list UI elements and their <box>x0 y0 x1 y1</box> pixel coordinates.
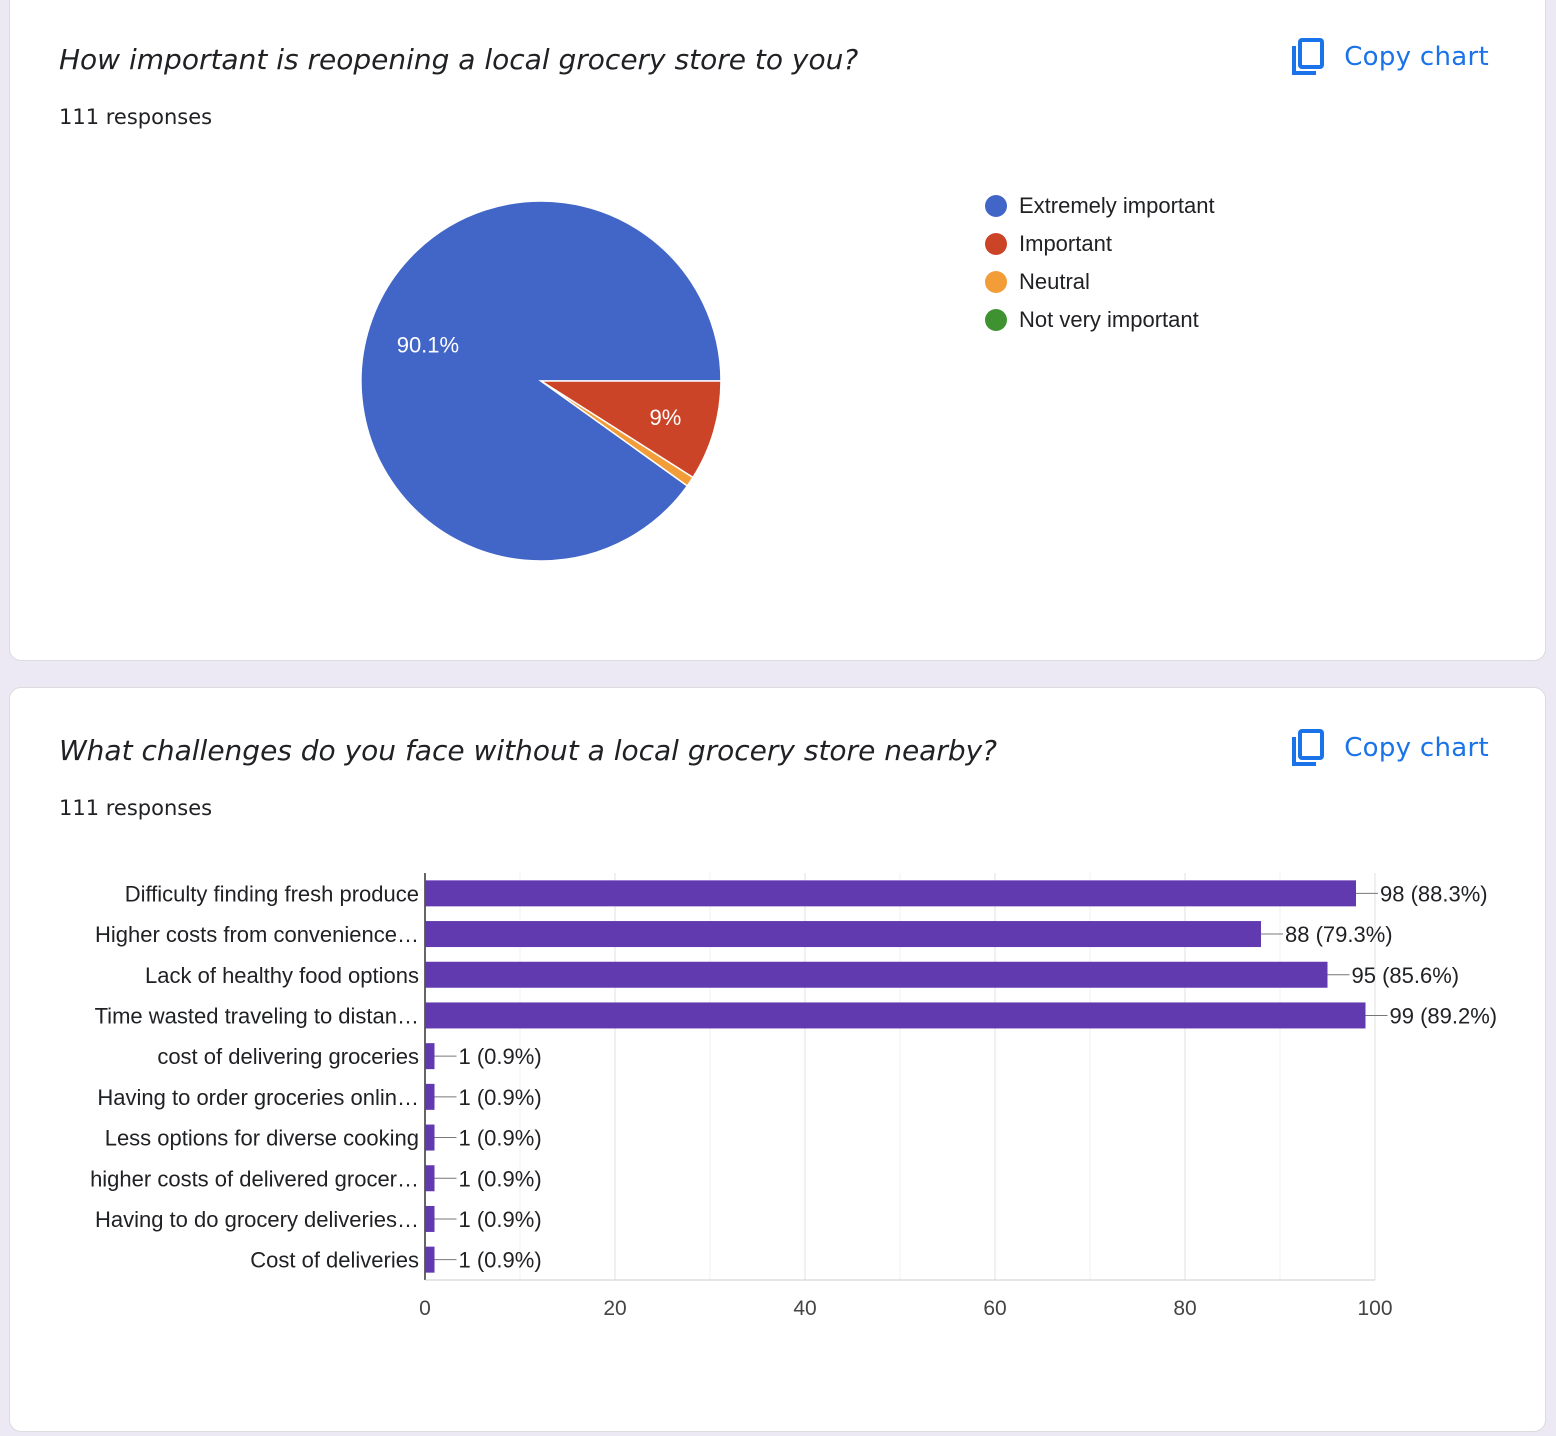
bar-chart: 0 20 40 60 80 100 Difficulty finding fresh pro… <box>90 873 1498 1320</box>
pie-slice-label: 90.1% <box>397 333 459 358</box>
bar <box>425 921 1261 948</box>
category-label: Lack of healthy food options <box>145 963 419 988</box>
bar-value-label: 1 (0.9%) <box>459 1085 542 1110</box>
legend-label: Extremely important <box>1019 193 1215 218</box>
legend-swatch <box>985 233 1007 255</box>
legend-label: Not very important <box>1019 307 1199 332</box>
bar-value-label: 88 (79.3%) <box>1285 922 1393 947</box>
copy-chart-label: Copy chart <box>1344 42 1489 72</box>
category-label: Having to order groceries onlin… <box>97 1085 419 1110</box>
category-label: Time wasted traveling to distan… <box>95 1003 419 1028</box>
x-tick-label: 40 <box>793 1297 816 1320</box>
bar-value-label: 98 (88.3%) <box>1380 881 1488 906</box>
legend-swatch <box>985 195 1007 217</box>
x-tick-label: 0 <box>419 1297 431 1320</box>
x-tick-label: 60 <box>983 1297 1006 1320</box>
question-title: What challenges do you face without a lo… <box>59 734 998 767</box>
bar <box>425 880 1356 907</box>
category-label: Having to do grocery deliveries… <box>95 1207 419 1232</box>
bar-chart-card: What challenges do you face without a lo… <box>9 687 1546 1432</box>
category-label: Less options for diverse cooking <box>105 1126 419 1151</box>
bar <box>425 961 1328 988</box>
legend-label: Neutral <box>1019 269 1090 294</box>
category-label: Cost of deliveries <box>250 1248 419 1273</box>
x-tick-label: 20 <box>603 1297 626 1320</box>
bar <box>425 1083 435 1110</box>
pie-slice-label: 9% <box>650 405 682 430</box>
question-title: How important is reopening a local groce… <box>59 43 859 76</box>
bar-value-label: 1 (0.9%) <box>459 1126 542 1151</box>
pie-chart-card: How important is reopening a local groce… <box>9 0 1546 661</box>
copy-chart-button[interactable]: Copy chart <box>1290 37 1489 77</box>
bar-value-label: 99 (89.2%) <box>1390 1003 1498 1028</box>
bar <box>425 1246 435 1273</box>
category-label: Difficulty finding fresh produce <box>125 881 419 906</box>
copy-icon <box>1290 37 1326 77</box>
x-tick-label: 100 <box>1357 1297 1392 1320</box>
pie-chart: 90.1% 9% <box>360 200 722 562</box>
legend-item: Extremely important <box>985 187 1215 225</box>
pie-legend: Extremely important Important Neutral Not v… <box>985 187 1215 339</box>
copy-chart-label: Copy chart <box>1344 733 1489 763</box>
bar <box>425 1205 435 1232</box>
pie-slice <box>540 380 695 487</box>
legend-item: Important <box>985 225 1215 263</box>
response-count: 111 responses <box>59 796 213 820</box>
x-tick-label: 80 <box>1173 1297 1196 1320</box>
bar <box>425 1124 435 1151</box>
category-label: cost of delivering groceries <box>157 1044 419 1069</box>
bar-value-label: 1 (0.9%) <box>459 1044 542 1069</box>
legend-swatch <box>985 309 1007 331</box>
legend-swatch <box>985 271 1007 293</box>
bar-value-label: 1 (0.9%) <box>459 1207 542 1232</box>
legend-label: Important <box>1019 231 1112 256</box>
category-label: Higher costs from convenience… <box>95 922 419 947</box>
legend-item: Not very important <box>985 301 1215 339</box>
bar-value-label: 95 (85.6%) <box>1352 963 1460 988</box>
copy-chart-button[interactable]: Copy chart <box>1290 728 1489 768</box>
category-label: higher costs of delivered grocer… <box>90 1166 419 1191</box>
legend-item: Neutral <box>985 263 1215 301</box>
copy-icon <box>1290 728 1326 768</box>
bar <box>425 1043 435 1070</box>
bar-value-label: 1 (0.9%) <box>459 1166 542 1191</box>
response-count: 111 responses <box>59 105 213 129</box>
bar <box>425 1002 1366 1029</box>
bar <box>425 1165 435 1192</box>
pie-slice <box>538 380 722 479</box>
bar-value-label: 1 (0.9%) <box>459 1248 542 1273</box>
